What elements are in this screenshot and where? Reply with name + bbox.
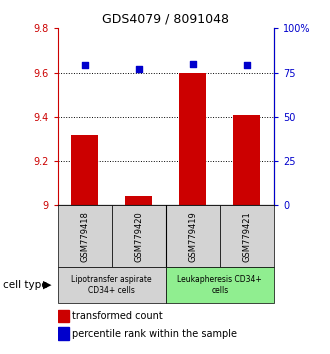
Bar <box>58 327 69 340</box>
Bar <box>179 73 206 205</box>
Point <box>190 61 195 67</box>
Bar <box>125 196 152 205</box>
Bar <box>58 267 166 303</box>
Bar <box>58 205 112 267</box>
Title: GDS4079 / 8091048: GDS4079 / 8091048 <box>102 13 229 26</box>
Point <box>82 62 87 68</box>
Text: cell type: cell type <box>3 280 48 290</box>
Text: GSM779418: GSM779418 <box>80 211 89 262</box>
Text: Leukapheresis CD34+
cells: Leukapheresis CD34+ cells <box>178 275 262 295</box>
Bar <box>166 267 274 303</box>
Point <box>136 66 142 72</box>
Bar <box>112 205 166 267</box>
Point <box>244 62 249 68</box>
Bar <box>71 135 98 205</box>
Bar <box>166 205 220 267</box>
Bar <box>220 205 274 267</box>
Text: transformed count: transformed count <box>72 311 163 321</box>
Text: percentile rank within the sample: percentile rank within the sample <box>72 329 237 339</box>
Text: GSM779419: GSM779419 <box>188 211 197 262</box>
Text: ▶: ▶ <box>43 280 51 290</box>
Bar <box>58 310 69 322</box>
Bar <box>233 115 260 205</box>
Text: GSM779421: GSM779421 <box>242 211 251 262</box>
Text: Lipotransfer aspirate
CD34+ cells: Lipotransfer aspirate CD34+ cells <box>72 275 152 295</box>
Text: GSM779420: GSM779420 <box>134 211 143 262</box>
